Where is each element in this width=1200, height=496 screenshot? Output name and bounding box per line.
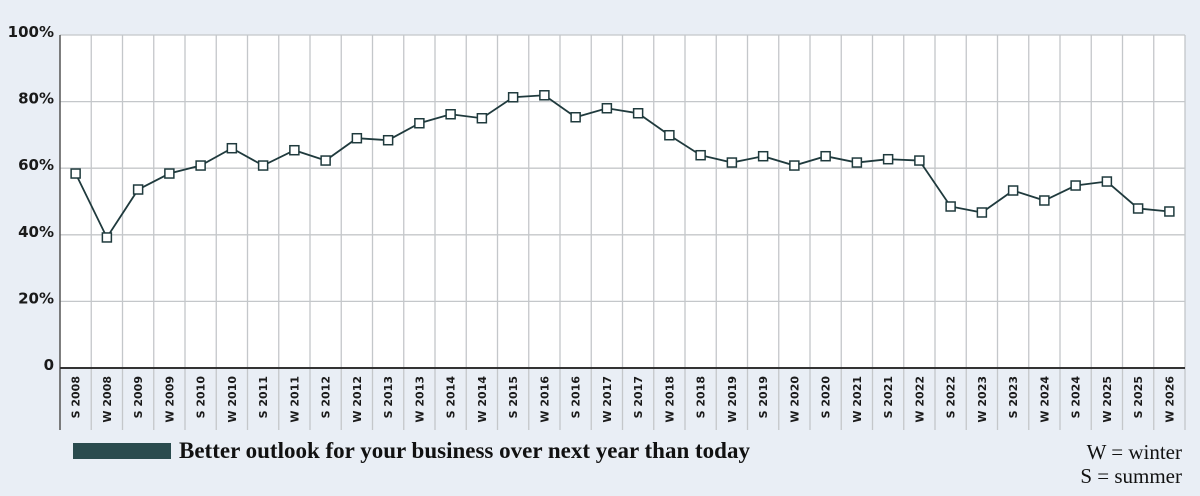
y-tick-label: 80%	[18, 90, 54, 108]
x-tick-label: W 2024	[1038, 376, 1051, 423]
data-point	[132, 184, 144, 195]
note-summer: S = summer	[1080, 464, 1182, 488]
y-tick-label: 0	[44, 356, 54, 374]
data-point	[570, 112, 581, 123]
x-tick-label: W 2025	[1101, 376, 1114, 423]
x-tick-label: W 2019	[726, 376, 739, 423]
data-point	[664, 129, 675, 141]
data-point	[882, 153, 894, 165]
data-point	[820, 150, 831, 162]
x-tick-label: S 2015	[507, 376, 520, 418]
x-tick-label: W 2023	[976, 376, 989, 423]
x-tick-label: W 2017	[601, 376, 614, 423]
x-tick-label: S 2017	[632, 376, 645, 418]
x-tick-label: S 2021	[882, 376, 895, 418]
data-point	[539, 90, 550, 101]
data-point	[976, 207, 988, 218]
x-tick-label: W 2008	[101, 376, 114, 423]
x-tick-label: W 2013	[413, 376, 426, 423]
data-point	[476, 113, 488, 124]
data-point	[1007, 185, 1019, 196]
data-point	[695, 149, 706, 161]
data-point	[226, 142, 238, 154]
x-tick-label: W 2014	[476, 376, 489, 423]
data-point	[1039, 195, 1050, 206]
x-tick-label: S 2020	[820, 376, 833, 419]
data-point	[601, 103, 613, 114]
data-point	[414, 117, 425, 129]
x-tick-label: W 2022	[913, 376, 926, 423]
x-tick-label: W 2018	[663, 376, 676, 423]
data-point	[726, 157, 738, 168]
x-tick-label: W 2009	[163, 376, 176, 423]
y-tick-label: 40%	[18, 223, 54, 241]
data-point	[164, 168, 175, 179]
data-point	[757, 150, 769, 162]
x-tick-label: S 2016	[570, 376, 583, 419]
data-point	[1132, 203, 1144, 214]
x-tick-label: S 2024	[1070, 376, 1083, 419]
y-tick-label: 60%	[18, 156, 54, 174]
y-tick-label: 20%	[18, 289, 54, 307]
data-point	[632, 108, 644, 119]
x-tick-label: S 2014	[445, 376, 458, 419]
data-point	[1070, 180, 1081, 191]
legend-label: Better outlook for your business over ne…	[179, 438, 750, 463]
note-winter: W = winter	[1086, 440, 1182, 464]
x-tick-label: S 2009	[132, 376, 145, 418]
data-point	[507, 92, 519, 103]
x-tick-label: S 2008	[70, 376, 83, 418]
x-tick-label: W 2016	[538, 376, 551, 423]
legend-swatch	[73, 443, 171, 459]
x-tick-label: S 2011	[257, 376, 270, 418]
data-point	[1101, 176, 1113, 187]
data-point	[1164, 206, 1175, 217]
y-tick-label: 100%	[8, 23, 54, 41]
data-point	[914, 155, 925, 166]
x-tick-label: S 2025	[1132, 376, 1145, 418]
data-point	[70, 168, 81, 179]
data-point	[101, 232, 113, 243]
x-tick-label: S 2019	[757, 376, 770, 418]
legend: Better outlook for your business over ne…	[73, 438, 750, 464]
x-tick-label: S 2023	[1007, 376, 1020, 418]
x-tick-label: S 2010	[195, 376, 208, 419]
data-point	[945, 201, 956, 212]
x-tick-label: W 2012	[351, 376, 364, 423]
data-point	[351, 132, 363, 144]
data-point	[320, 155, 331, 166]
x-tick-label: S 2022	[945, 376, 958, 418]
x-tick-label: W 2011	[288, 376, 301, 423]
data-point	[789, 160, 800, 171]
x-tick-label: W 2021	[851, 376, 864, 423]
data-point	[445, 109, 456, 120]
x-tick-label: W 2010	[226, 376, 239, 423]
x-tick-label: S 2012	[320, 376, 333, 418]
data-point	[851, 157, 863, 168]
data-point	[382, 134, 394, 146]
data-point	[257, 160, 269, 171]
x-tick-label: S 2018	[695, 376, 708, 418]
x-tick-label: S 2013	[382, 376, 395, 418]
data-point	[289, 144, 300, 156]
x-tick-label: W 2020	[788, 376, 801, 423]
x-tick-label: W 2026	[1163, 376, 1176, 423]
data-point	[195, 160, 206, 171]
